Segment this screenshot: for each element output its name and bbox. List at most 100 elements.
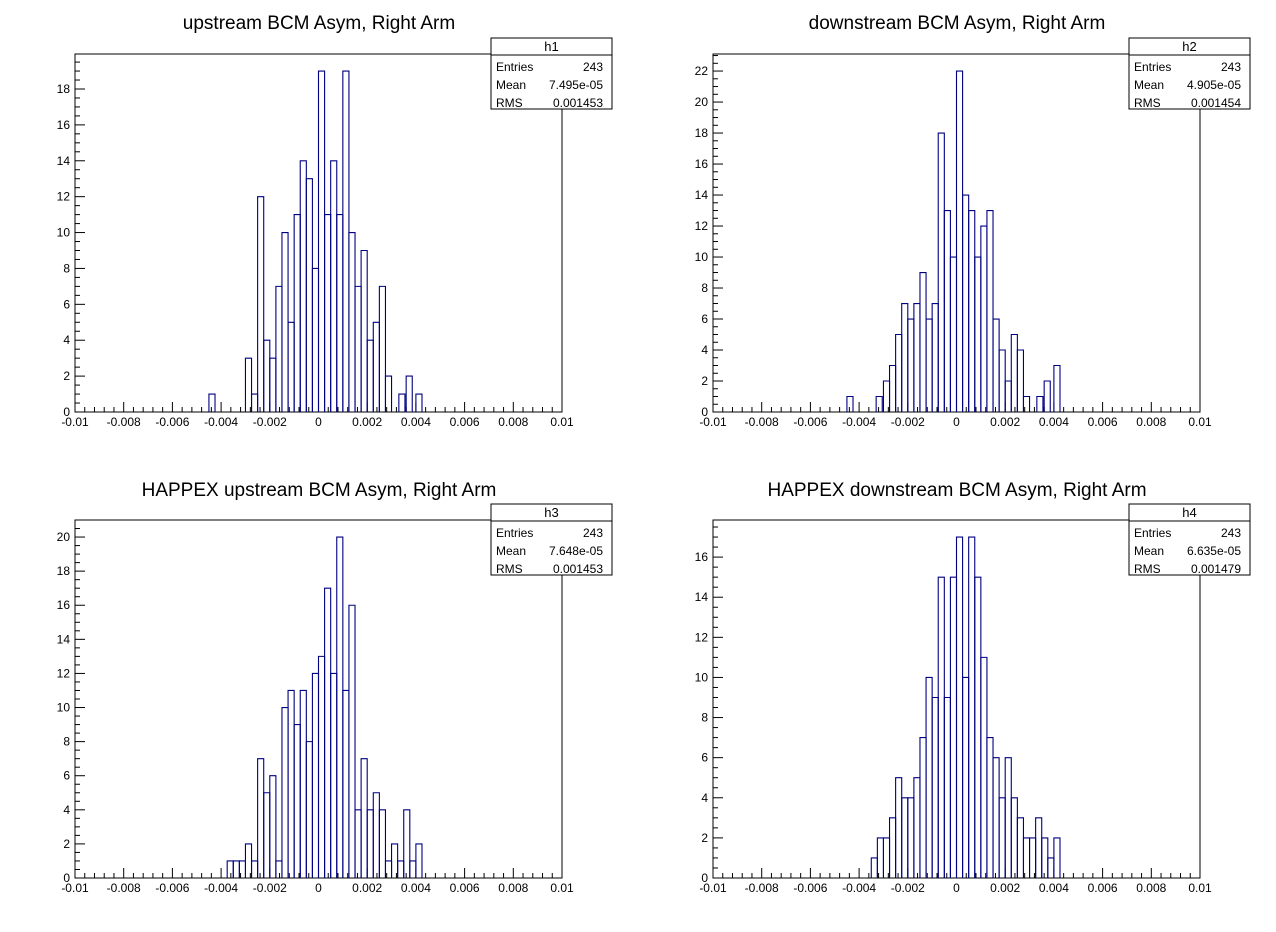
histogram-bin bbox=[250, 860, 259, 878]
x-tick-label: 0.006 bbox=[1088, 415, 1118, 429]
histogram-bin bbox=[1043, 380, 1051, 412]
histogram-bin bbox=[974, 256, 982, 412]
stats-name: h2 bbox=[1182, 39, 1196, 54]
histogram-bin bbox=[360, 758, 368, 878]
x-tick-label: -0.008 bbox=[107, 881, 141, 895]
histogram-bin bbox=[366, 809, 374, 878]
x-tick-label: -0.01 bbox=[61, 881, 89, 895]
x-tick-label: -0.008 bbox=[107, 415, 141, 429]
histogram-bin bbox=[263, 339, 271, 412]
y-tick-label: 6 bbox=[701, 751, 708, 765]
stats-value: 0.001479 bbox=[1191, 562, 1241, 576]
y-tick-label: 10 bbox=[57, 226, 71, 240]
y-tick-label: 16 bbox=[57, 118, 71, 132]
histogram-bin bbox=[287, 321, 295, 412]
histogram-bin bbox=[998, 797, 1006, 878]
stats-value: 243 bbox=[583, 526, 603, 540]
y-tick-label: 0 bbox=[63, 405, 70, 419]
histogram-bin bbox=[299, 160, 307, 412]
x-tick-label: 0.01 bbox=[550, 881, 574, 895]
x-tick-label: 0.006 bbox=[450, 881, 480, 895]
histogram-panel-1: upstream BCM Asym, Right Arm -0.01 -0.008 -… bbox=[57, 13, 613, 429]
x-tick-label: 0.01 bbox=[1188, 881, 1212, 895]
y-tick-label: 18 bbox=[57, 564, 71, 578]
histogram-bin bbox=[384, 375, 393, 412]
stats-value: 0.001453 bbox=[553, 562, 603, 576]
x-tick-label: -0.004 bbox=[842, 415, 876, 429]
x-tick-label: 0.01 bbox=[1188, 415, 1212, 429]
y-tick-label: 8 bbox=[63, 261, 70, 275]
histogram-bin bbox=[962, 194, 970, 412]
x-tick-label: -0.002 bbox=[891, 415, 925, 429]
y-tick-label: 20 bbox=[57, 530, 71, 544]
x-tick-label: -0.008 bbox=[745, 881, 779, 895]
histogram-bin bbox=[1010, 333, 1018, 412]
histogram-bin bbox=[913, 302, 921, 412]
histogram-bin bbox=[949, 576, 958, 878]
y-tick-label: 6 bbox=[63, 769, 70, 783]
x-tick-label: 0 bbox=[315, 415, 322, 429]
x-tick-label: 0.004 bbox=[401, 881, 431, 895]
histogram-bin bbox=[372, 321, 380, 412]
x-tick-label: -0.01 bbox=[61, 415, 89, 429]
histogram-bin bbox=[1047, 857, 1055, 878]
histogram-bin bbox=[317, 655, 326, 878]
histogram-bin bbox=[931, 302, 939, 412]
histogram-bin bbox=[949, 256, 958, 412]
stats-box: h2 Entries 243 Mean 4.905e-05 RMS 0.001454 bbox=[1128, 37, 1251, 110]
y-tick-label: 6 bbox=[701, 312, 708, 326]
x-tick-label: -0.002 bbox=[253, 415, 287, 429]
histogram-bin bbox=[888, 364, 897, 412]
y-tick-label: 2 bbox=[701, 831, 708, 845]
histogram-bin bbox=[293, 214, 301, 412]
histogram-bins bbox=[208, 70, 423, 412]
histogram-bin bbox=[998, 349, 1006, 412]
histogram-bin bbox=[980, 225, 988, 412]
y-tick-label: 12 bbox=[57, 666, 71, 680]
histogram-bin bbox=[397, 860, 405, 878]
histogram-bin bbox=[378, 809, 387, 878]
stats-box-frame bbox=[490, 503, 613, 576]
histogram-bin bbox=[257, 196, 265, 412]
histogram-bin bbox=[1029, 837, 1037, 878]
histogram-bin bbox=[311, 672, 320, 878]
histogram-bin bbox=[354, 285, 362, 412]
y-tick-label: 0 bbox=[701, 871, 708, 885]
histogram-bin bbox=[232, 860, 240, 878]
x-tick-label: -0.004 bbox=[842, 881, 876, 895]
stats-label: Mean bbox=[1134, 544, 1164, 558]
histogram-bin bbox=[281, 706, 289, 878]
histogram-bin bbox=[919, 271, 927, 412]
stats-value: 7.648e-05 bbox=[549, 544, 603, 558]
histogram-bin bbox=[888, 817, 897, 878]
histogram-bin bbox=[1016, 349, 1025, 412]
y-tick-label: 18 bbox=[695, 126, 709, 140]
y-tick-label: 22 bbox=[695, 64, 709, 78]
histogram-bin bbox=[1022, 837, 1031, 878]
x-tick-label: 0 bbox=[953, 415, 960, 429]
y-tick-label: 10 bbox=[695, 250, 709, 264]
histogram-bin bbox=[895, 333, 903, 412]
histogram-bin bbox=[992, 757, 1000, 878]
y-tick-label: 14 bbox=[57, 632, 71, 646]
panel-title: downstream BCM Asym, Right Arm bbox=[809, 13, 1106, 34]
histogram-bin bbox=[974, 576, 982, 878]
y-tick-label: 8 bbox=[701, 281, 708, 295]
panel-title: upstream BCM Asym, Right Arm bbox=[183, 13, 455, 34]
histogram-bin bbox=[330, 672, 338, 878]
stats-value: 4.905e-05 bbox=[1187, 78, 1241, 92]
histogram-bin bbox=[986, 209, 994, 412]
panel-title: HAPPEX upstream BCM Asym, Right Arm bbox=[142, 480, 497, 501]
histogram-bin bbox=[281, 232, 289, 412]
histogram-bin bbox=[1010, 797, 1018, 878]
y-tick-label: 8 bbox=[63, 735, 70, 749]
histogram-bin bbox=[1004, 380, 1012, 412]
histogram-bin bbox=[870, 857, 878, 878]
x-tick-label: -0.002 bbox=[891, 881, 925, 895]
histogram-bin bbox=[263, 792, 271, 878]
histogram-bin bbox=[342, 70, 350, 412]
y-tick-label: 12 bbox=[695, 630, 709, 644]
histogram-bin bbox=[348, 232, 356, 412]
histogram-panel-3: HAPPEX upstream BCM Asym, Right Arm -0.01… bbox=[57, 480, 613, 895]
histogram-bin bbox=[342, 689, 350, 878]
